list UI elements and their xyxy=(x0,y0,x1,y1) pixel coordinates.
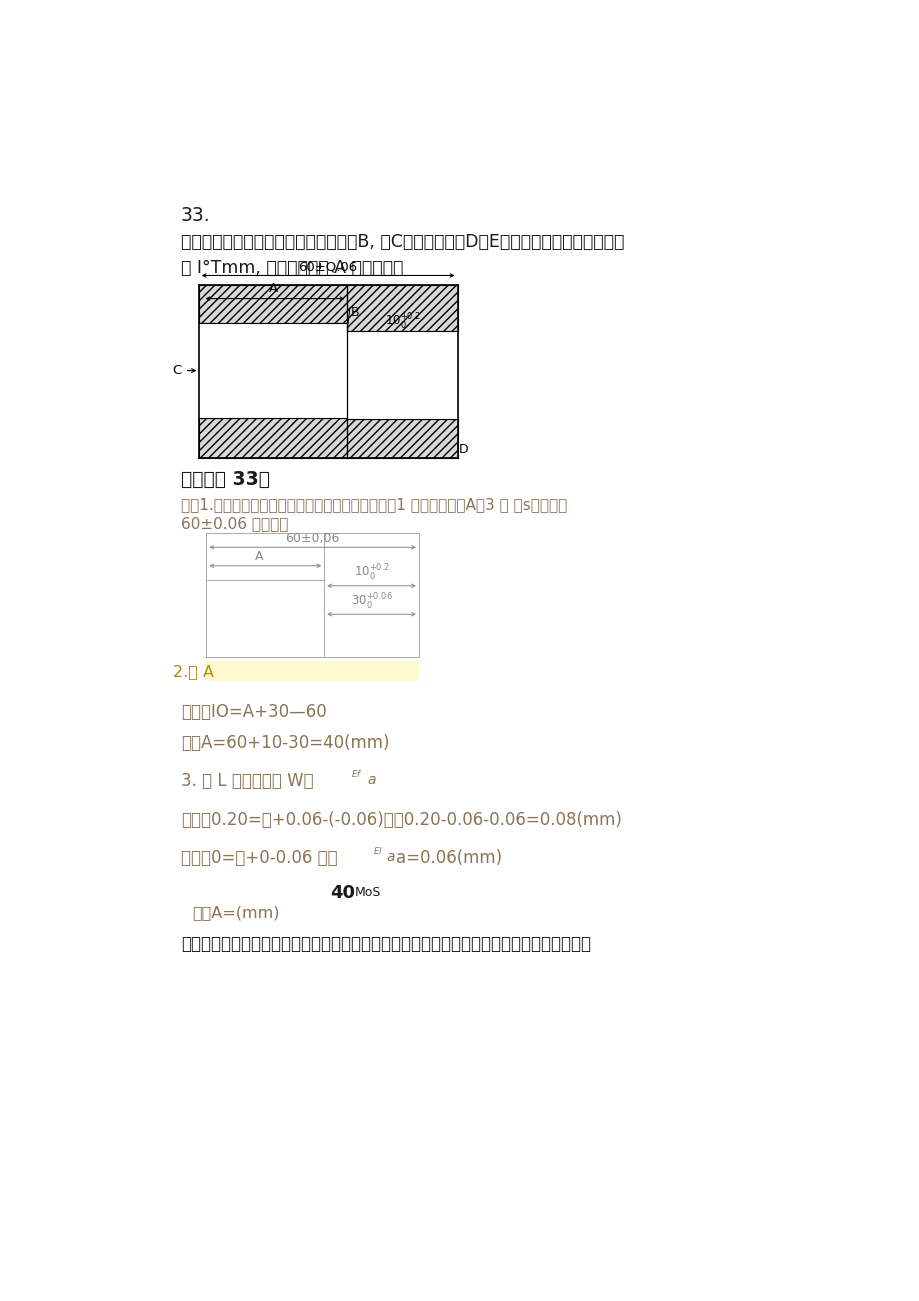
Text: 2.求 A: 2.求 A xyxy=(173,665,214,679)
Text: 在铣床上加工如图所示套筒零件的表面B, 以C面定位，表面D、E均已加工完毕，要求保证尺: 在铣床上加工如图所示套筒零件的表面B, 以C面定位，表面D、E均已加工完毕，要求… xyxy=(181,233,624,251)
Text: E: E xyxy=(351,342,358,355)
Text: 60±0.06 为减环。: 60±0.06 为减环。 xyxy=(181,516,288,532)
Text: $10_0^{+0.2}$: $10_0^{+0.2}$ xyxy=(384,312,420,333)
Text: 根据：IO=A+30—60: 根据：IO=A+30—60 xyxy=(181,703,326,721)
Text: 标准答案 33：: 标准答案 33： xyxy=(181,470,269,489)
Text: 则：A=60+10-30=40(mm): 则：A=60+10-30=40(mm) xyxy=(181,734,389,752)
Text: $30_0^{+0.06}$: $30_0^{+0.06}$ xyxy=(350,592,392,611)
Text: $a$: $a$ xyxy=(386,850,395,864)
Bar xyxy=(199,323,347,418)
Bar xyxy=(347,419,457,458)
Bar xyxy=(347,330,457,419)
Text: 即：A=(mm): 即：A=(mm) xyxy=(192,905,279,920)
Text: C: C xyxy=(172,364,181,377)
Text: A: A xyxy=(255,550,263,563)
Text: 解：1.画尺寸链，确定封闭环和增、减环如图所示，1 龘为封闭环，A、3 龘 ㉣s为增环，: 解：1.画尺寸链，确定封闭环和增、减环如图所示，1 龘为封闭环，A、3 龘 ㉣s… xyxy=(181,497,566,513)
Bar xyxy=(199,285,347,323)
Text: 60±0,06: 60±0,06 xyxy=(285,532,339,545)
Bar xyxy=(347,285,457,330)
Text: 33.: 33. xyxy=(181,206,210,225)
Text: MoS: MoS xyxy=(355,886,381,899)
Text: 根据：0=巩+0-0.06 则：: 根据：0=巩+0-0.06 则： xyxy=(181,850,337,868)
Text: $30_0^{+0.06}$: $30_0^{+0.06}$ xyxy=(381,385,423,406)
Text: 3. 求 L 的极限偏差 W、: 3. 求 L 的极限偏差 W、 xyxy=(181,771,313,790)
Text: $10_0^{+0.2}$: $10_0^{+0.2}$ xyxy=(353,563,389,583)
Text: 40: 40 xyxy=(330,883,355,902)
Text: a=0.06(mm): a=0.06(mm) xyxy=(396,850,502,868)
Text: $^{Ef}$: $^{Ef}$ xyxy=(351,771,363,785)
Bar xyxy=(199,418,347,458)
Bar xyxy=(206,661,418,682)
Text: 如图所示为轴套零件，在车床上已加工好外圆、内孔及各面，现需在铣床上以左端面定位铣出: 如图所示为轴套零件，在车床上已加工好外圆、内孔及各面，现需在铣床上以左端面定位铣… xyxy=(181,935,590,954)
Text: 60±Q.06: 60±Q.06 xyxy=(299,260,357,273)
Text: D: D xyxy=(459,442,468,455)
Text: $a$: $a$ xyxy=(367,773,376,787)
Text: 寸 I°Tmm, 试求工序尺寸 A 及其偏差。: 寸 I°Tmm, 试求工序尺寸 A 及其偏差。 xyxy=(181,259,403,277)
Text: $^{El}$: $^{El}$ xyxy=(373,848,382,861)
Text: B: B xyxy=(350,306,358,319)
Text: A: A xyxy=(268,282,278,295)
Text: 根据：0.20=丹+0.06-(-0.06)则：0.20-0.06-0.06=0.08(mm): 根据：0.20=丹+0.06-(-0.06)则：0.20-0.06-0.06=0… xyxy=(181,811,621,829)
